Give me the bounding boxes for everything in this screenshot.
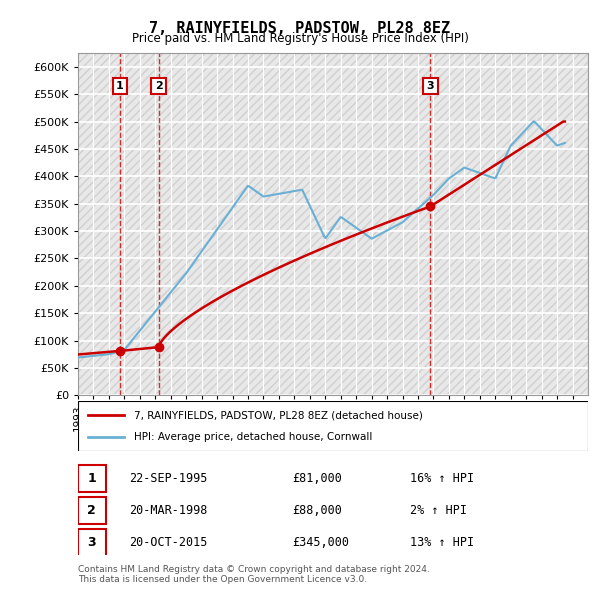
Text: £81,000: £81,000 [292,472,342,485]
Text: 3: 3 [427,81,434,91]
Text: 20-OCT-2015: 20-OCT-2015 [129,536,208,549]
Text: Contains HM Land Registry data © Crown copyright and database right 2024.
This d: Contains HM Land Registry data © Crown c… [78,565,430,584]
FancyBboxPatch shape [78,401,588,451]
FancyBboxPatch shape [78,497,106,525]
Text: 1: 1 [116,81,124,91]
Text: 7, RAINYFIELDS, PADSTOW, PL28 8EZ: 7, RAINYFIELDS, PADSTOW, PL28 8EZ [149,21,451,35]
Text: 3: 3 [88,536,96,549]
Text: 16% ↑ HPI: 16% ↑ HPI [409,472,473,485]
Text: 2: 2 [88,504,96,517]
Text: 1: 1 [88,472,96,485]
Text: 2: 2 [155,81,163,91]
Text: HPI: Average price, detached house, Cornwall: HPI: Average price, detached house, Corn… [134,432,373,442]
Text: 13% ↑ HPI: 13% ↑ HPI [409,536,473,549]
Text: 22-SEP-1995: 22-SEP-1995 [129,472,208,485]
FancyBboxPatch shape [78,465,106,492]
Text: 2% ↑ HPI: 2% ↑ HPI [409,504,467,517]
Text: Price paid vs. HM Land Registry's House Price Index (HPI): Price paid vs. HM Land Registry's House … [131,32,469,45]
Text: 20-MAR-1998: 20-MAR-1998 [129,504,208,517]
Text: 7, RAINYFIELDS, PADSTOW, PL28 8EZ (detached house): 7, RAINYFIELDS, PADSTOW, PL28 8EZ (detac… [134,410,423,420]
FancyBboxPatch shape [78,529,106,556]
Text: £88,000: £88,000 [292,504,342,517]
Text: £345,000: £345,000 [292,536,349,549]
